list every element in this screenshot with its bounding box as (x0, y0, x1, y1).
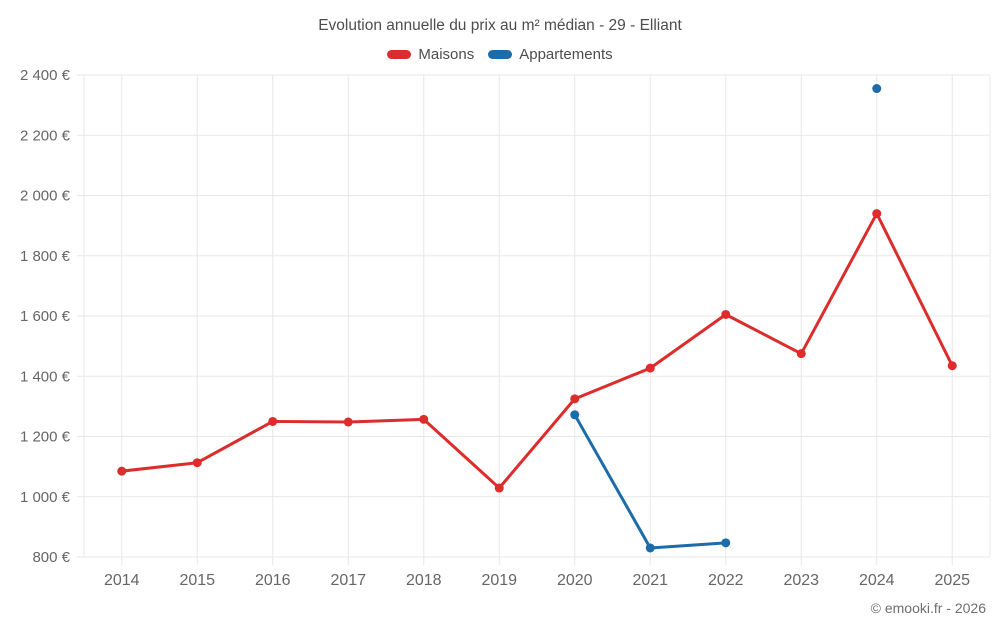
svg-text:2014: 2014 (104, 572, 140, 589)
svg-text:2017: 2017 (330, 572, 366, 589)
appartements-series-swatch-icon (488, 50, 513, 59)
svg-text:2021: 2021 (632, 572, 668, 589)
svg-text:2019: 2019 (481, 572, 517, 589)
legend-item-maisons[interactable]: Maisons (387, 46, 474, 63)
svg-text:1 200 €: 1 200 € (20, 429, 71, 446)
svg-text:2 400 €: 2 400 € (20, 67, 71, 84)
svg-text:800 €: 800 € (32, 549, 70, 566)
svg-text:2016: 2016 (255, 572, 291, 589)
svg-text:2024: 2024 (859, 572, 895, 589)
svg-text:2023: 2023 (783, 572, 819, 589)
legend-label-maisons: Maisons (418, 46, 475, 63)
svg-text:2025: 2025 (934, 572, 970, 589)
svg-text:2 200 €: 2 200 € (20, 127, 71, 144)
svg-text:1 400 €: 1 400 € (20, 368, 71, 385)
svg-text:2022: 2022 (708, 572, 744, 589)
svg-text:2018: 2018 (406, 572, 442, 589)
legend-label-appartements: Appartements (519, 46, 613, 63)
chart-title: Evolution annuelle du prix au m² médian … (318, 17, 682, 34)
legend-item-appartements[interactable]: Appartements (488, 46, 613, 63)
svg-text:2015: 2015 (179, 572, 215, 589)
chart-legend: Maisons Appartements (0, 46, 1000, 63)
maisons-series-swatch-icon (387, 50, 412, 59)
svg-text:1 000 €: 1 000 € (20, 489, 71, 506)
footer-credit-link[interactable]: © emooki.fr - 2026 (870, 600, 986, 616)
svg-text:2 000 €: 2 000 € (20, 188, 71, 205)
svg-text:1 600 €: 1 600 € (20, 308, 71, 325)
svg-text:2020: 2020 (557, 572, 593, 589)
svg-text:1 800 €: 1 800 € (20, 248, 71, 265)
